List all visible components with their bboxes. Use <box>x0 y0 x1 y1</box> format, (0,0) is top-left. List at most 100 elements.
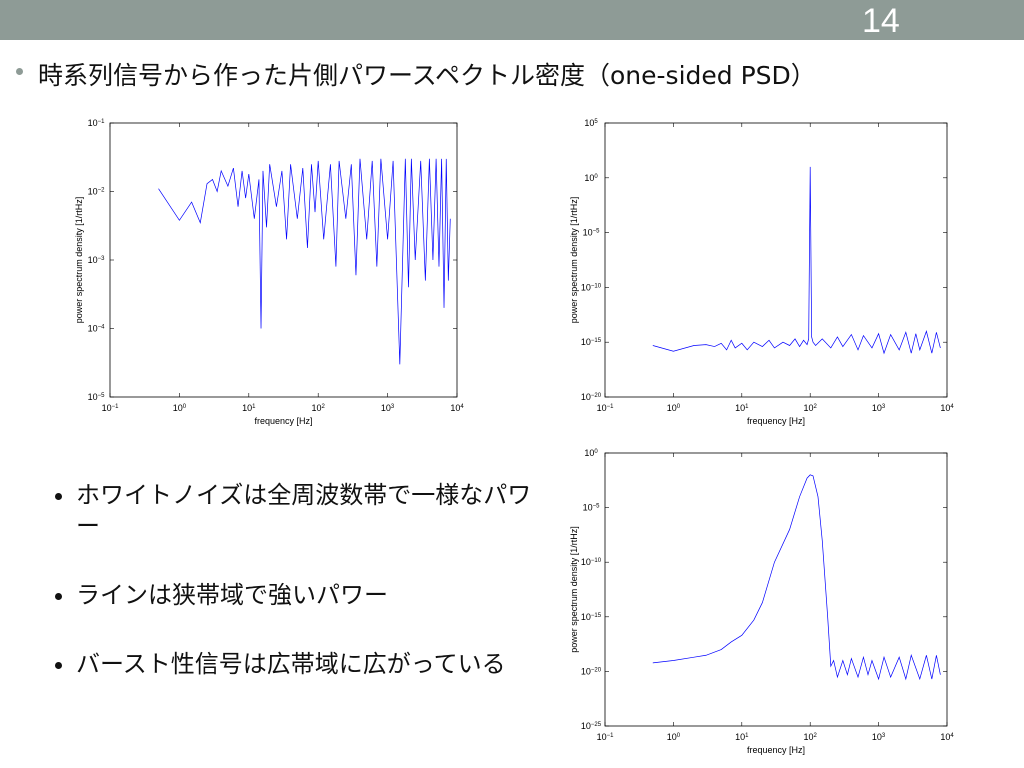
tick-exponent: 3 <box>882 404 886 410</box>
tick-exponent: −1 <box>98 119 106 125</box>
tick-base: 10 <box>735 732 745 742</box>
tick-base: 10 <box>872 403 882 413</box>
tick-exponent: 1 <box>745 733 749 739</box>
y-tick-label: 10−20 <box>581 392 602 402</box>
tick-base: 10 <box>88 187 98 197</box>
x-tick-label: 102 <box>804 732 818 742</box>
y-axis-label: power spectrum density [1/rtHz] <box>74 197 84 324</box>
slide-title: 時系列信号から作った片側パワースペクトル密度（one-sided PSD） <box>38 61 816 90</box>
x-tick-label: 102 <box>804 403 818 413</box>
tick-base: 10 <box>597 732 607 742</box>
x-tick-label: 100 <box>667 403 681 413</box>
tick-base: 10 <box>940 732 950 742</box>
tick-exponent: −5 <box>98 393 106 399</box>
x-tick-label: 104 <box>940 732 954 742</box>
tick-base: 10 <box>88 118 98 128</box>
plot-area <box>604 122 948 398</box>
y-tick-label: 10−15 <box>581 337 602 347</box>
tick-exponent: −2 <box>98 188 106 194</box>
x-tick-label: 100 <box>667 732 681 742</box>
tick-exponent: 3 <box>882 733 886 739</box>
bullet-list: ホワイトノイズは全周波数帯で一様なパワー ラインは狭帯域で強いパワー バースト性… <box>40 480 546 718</box>
tick-base: 10 <box>581 392 591 402</box>
x-tick-label: 100 <box>173 403 187 413</box>
tick-base: 10 <box>581 557 591 567</box>
tick-base: 10 <box>581 666 591 676</box>
tick-base: 10 <box>584 448 594 458</box>
tick-base: 10 <box>242 403 252 413</box>
x-tick-label: 102 <box>312 403 326 413</box>
tick-base: 10 <box>940 403 950 413</box>
tick-base: 10 <box>381 403 391 413</box>
y-tick-label: 100 <box>584 448 598 458</box>
tick-base: 10 <box>735 403 745 413</box>
tick-exponent: −10 <box>591 558 602 564</box>
tick-exponent: −15 <box>591 613 602 619</box>
tick-exponent: −15 <box>591 338 602 344</box>
tick-base: 10 <box>88 255 98 265</box>
tick-exponent: −20 <box>591 667 602 673</box>
tick-exponent: −10 <box>591 283 602 289</box>
plot-area <box>604 452 948 727</box>
tick-exponent: 5 <box>594 119 598 125</box>
y-tick-label: 10−25 <box>581 721 602 731</box>
tick-exponent: −1 <box>607 733 615 739</box>
tick-base: 10 <box>581 721 591 731</box>
tick-base: 10 <box>581 337 591 347</box>
tick-base: 10 <box>583 503 593 513</box>
x-tick-label: 101 <box>735 732 749 742</box>
tick-base: 10 <box>312 403 322 413</box>
tick-base: 10 <box>583 228 593 238</box>
x-tick-label: 10−1 <box>102 403 120 413</box>
tick-exponent: 1 <box>252 404 256 410</box>
tick-exponent: 4 <box>950 733 954 739</box>
tick-base: 10 <box>667 403 677 413</box>
x-tick-label: 103 <box>872 732 886 742</box>
x-tick-label: 101 <box>242 403 256 413</box>
tick-base: 10 <box>88 324 98 334</box>
tick-exponent: −5 <box>593 504 601 510</box>
tick-exponent: −1 <box>607 404 615 410</box>
tick-exponent: 2 <box>814 733 818 739</box>
x-tick-label: 103 <box>872 403 886 413</box>
y-tick-label: 10−1 <box>88 118 106 128</box>
y-tick-label: 10−5 <box>583 503 601 513</box>
tick-exponent: 0 <box>677 404 681 410</box>
x-tick-label: 103 <box>381 403 395 413</box>
tick-base: 10 <box>88 392 98 402</box>
tick-base: 10 <box>581 282 591 292</box>
tick-exponent: −1 <box>112 404 120 410</box>
psd-line <box>652 474 941 681</box>
tick-exponent: 0 <box>594 449 598 455</box>
y-tick-label: 10−15 <box>581 612 602 622</box>
tick-exponent: 0 <box>183 404 187 410</box>
x-axis-label: frequency [Hz] <box>747 745 805 755</box>
x-tick-label: 101 <box>735 403 749 413</box>
y-tick-label: 100 <box>584 173 598 183</box>
tick-base: 10 <box>581 612 591 622</box>
tick-exponent: −20 <box>591 393 602 399</box>
tick-exponent: 2 <box>322 404 326 410</box>
slide-number: 14 <box>862 2 900 40</box>
x-axis-label: frequency [Hz] <box>254 416 312 426</box>
tick-base: 10 <box>450 403 460 413</box>
y-axis-label: power spectrum density [1/rtHz] <box>569 526 579 653</box>
y-tick-label: 10−5 <box>583 228 601 238</box>
tick-exponent: −25 <box>591 722 602 728</box>
tick-exponent: −4 <box>98 325 106 331</box>
bullet: バースト性信号は広帯域に広がっている <box>76 649 546 680</box>
tick-exponent: 4 <box>950 404 954 410</box>
tick-exponent: 0 <box>594 174 598 180</box>
tick-base: 10 <box>804 732 814 742</box>
y-tick-label: 10−2 <box>88 187 106 197</box>
header-bar <box>0 0 1024 40</box>
title-bullet <box>16 68 23 75</box>
y-tick-label: 10−10 <box>581 557 602 567</box>
psd-line <box>158 158 451 365</box>
y-tick-label: 10−4 <box>88 324 106 334</box>
y-axis-label: power spectrum density [1/rtHz] <box>569 197 579 324</box>
tick-base: 10 <box>584 118 594 128</box>
tick-base: 10 <box>872 732 882 742</box>
tick-base: 10 <box>597 403 607 413</box>
